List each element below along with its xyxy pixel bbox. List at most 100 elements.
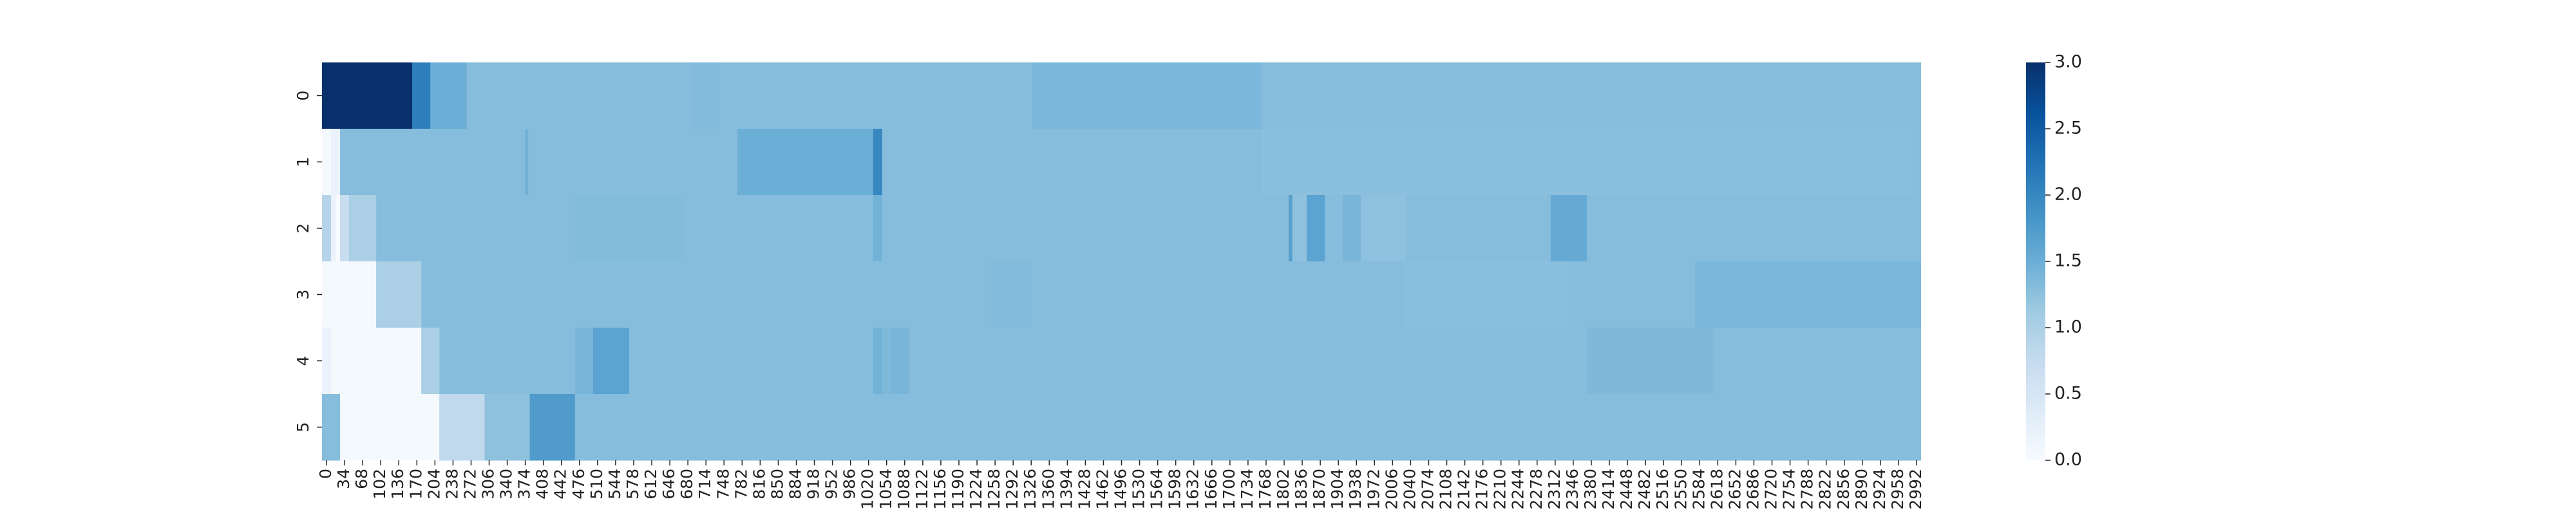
- colorbar-tick-label: 1.0: [2054, 317, 2082, 337]
- y-tick-label: 0: [294, 91, 312, 101]
- x-tick-label: 510: [587, 469, 606, 500]
- x-tick-label: 2856: [1834, 469, 1853, 510]
- x-tick-label: 68: [352, 469, 371, 489]
- heatmap-cells: [322, 62, 1921, 461]
- x-tick-label: 340: [497, 469, 516, 500]
- x-tick-label: 306: [479, 469, 498, 500]
- x-tick-label: 1836: [1292, 469, 1311, 510]
- x-tick-label: 2686: [1743, 469, 1762, 510]
- heatmap-cell-row-5-2: [439, 394, 485, 461]
- x-tick-label: 2652: [1725, 469, 1744, 510]
- x-tick-label: 1326: [1021, 469, 1039, 510]
- heatmap-cell-row-0-1: [412, 62, 431, 129]
- heatmap-row-5-base: [322, 394, 1921, 461]
- x-tick-label: 2618: [1707, 469, 1726, 510]
- y-tick-label: 3: [294, 290, 312, 300]
- x-tick-label: 2074: [1418, 469, 1437, 510]
- heatmap-cell-row-5-3: [484, 394, 530, 461]
- x-tick-label: 2040: [1400, 469, 1419, 510]
- x-tick-label: 476: [569, 469, 588, 500]
- heatmap-cell-row-4-8: [909, 328, 982, 395]
- heatmap-row-2-base: [322, 195, 1921, 262]
- colorbar-ticks: 0.0 0.5 1.0 1.5 2.0 2.5 3.0: [2045, 52, 2082, 470]
- x-tick-label: 1904: [1328, 469, 1347, 510]
- x-tick-label: 374: [515, 469, 534, 500]
- heatmap-cell-row-0-0: [322, 62, 413, 129]
- x-tick-label: 2142: [1455, 469, 1473, 510]
- heatmap-cell-row-5-4: [529, 394, 575, 461]
- x-tick-label: 1088: [895, 469, 913, 510]
- x-tick-label: 2448: [1617, 469, 1636, 510]
- heatmap-cell-row-2-5: [574, 195, 684, 262]
- x-tick-label: 1496: [1112, 469, 1130, 510]
- heatmap-cell-row-3-2: [990, 261, 1032, 328]
- x-tick-label: 952: [822, 469, 841, 500]
- x-tick-label: 1122: [913, 469, 931, 510]
- x-tick-label: 1530: [1130, 469, 1148, 510]
- x-tick-label: 238: [442, 469, 461, 500]
- heatmap-cell-row-2-7: [1289, 195, 1293, 262]
- x-tick-label: 884: [786, 469, 804, 500]
- x-tick-label: 272: [460, 469, 479, 500]
- heatmap-cell-row-0-3: [692, 62, 720, 129]
- x-tick-label: 2006: [1382, 469, 1401, 510]
- x-tick-label: 918: [804, 469, 823, 500]
- x-tick-label: 748: [714, 469, 732, 500]
- heatmap-cell-row-4-3: [574, 328, 593, 395]
- heatmap-cell-row-2-3: [340, 195, 350, 262]
- heatmap-cell-row-5-0: [322, 394, 341, 461]
- x-tick-label: 2958: [1888, 469, 1907, 510]
- x-tick-label: 1054: [876, 469, 895, 510]
- x-tick-label: 986: [840, 469, 859, 500]
- x-tick-label: 1972: [1364, 469, 1383, 510]
- x-tick-label: 1156: [931, 469, 949, 510]
- x-tick-label: 2176: [1473, 469, 1492, 510]
- x-tick-label: 2244: [1509, 469, 1528, 510]
- x-tick-label: 1564: [1148, 469, 1166, 510]
- x-tick-label: 2482: [1635, 469, 1654, 510]
- x-tick-label: 680: [677, 469, 696, 500]
- x-tick-label: 578: [623, 469, 642, 500]
- heatmap-cell-row-4-4: [592, 328, 629, 395]
- x-tick-label: 34: [334, 469, 353, 489]
- x-tick-label: 1020: [858, 469, 877, 510]
- heatmap-cell-row-3-1: [376, 261, 422, 328]
- x-tick-label: 2754: [1780, 469, 1799, 510]
- x-tick-label: 544: [605, 469, 624, 500]
- x-tick-label: 102: [370, 469, 389, 500]
- heatmap-cell-row-1-2: [525, 129, 529, 196]
- x-tick-label: 2788: [1798, 469, 1817, 510]
- heatmap-cell-row-4-5: [873, 328, 882, 395]
- x-tick-label: 2992: [1906, 469, 1925, 510]
- x-tick-label: 850: [768, 469, 786, 500]
- x-tick-label: 2108: [1437, 469, 1455, 510]
- x-tick-label: 2890: [1852, 469, 1871, 510]
- colorbar: 0.0 0.5 1.0 1.5 2.0 2.5 3.0: [2026, 52, 2082, 470]
- x-tick-label: 1258: [985, 469, 1003, 510]
- x-tick-label: 136: [388, 469, 407, 500]
- heatmap-row-3-base: [322, 261, 1921, 328]
- x-tick-label: 2516: [1653, 469, 1672, 510]
- x-axis-ticks: 0 34 68 102 136 170 204 238 272 306 340 374 408 442 47…: [316, 460, 1925, 510]
- x-tick-label: 2312: [1545, 469, 1564, 510]
- heatmap-cell-row-2-12: [1361, 195, 1406, 262]
- x-tick-label: 646: [659, 469, 678, 500]
- x-tick-label: 714: [696, 469, 714, 500]
- x-tick-label: 408: [533, 469, 552, 500]
- heatmap-cell-row-2-6: [873, 195, 882, 262]
- y-axis-ticks: 0 1 2 3 4 5: [294, 91, 322, 432]
- heatmap-cell-row-3-4: [1695, 261, 1921, 328]
- heatmap-cell-row-2-4: [349, 195, 377, 262]
- x-tick-label: 1870: [1310, 469, 1329, 510]
- heatmap-cell-row-4-9: [1586, 328, 1714, 395]
- y-tick-label: 1: [294, 157, 312, 167]
- y-tick-label: 2: [294, 223, 312, 234]
- x-tick-label: 1666: [1202, 469, 1220, 510]
- heatmap-cell-row-2-11: [1343, 195, 1361, 262]
- heatmap-cell-row-1-0: [322, 129, 332, 196]
- x-tick-label: 1802: [1274, 469, 1293, 510]
- x-tick-label: 1428: [1075, 469, 1094, 510]
- colorbar-tick-label: 0.0: [2054, 450, 2082, 470]
- x-tick-label: 2550: [1671, 469, 1690, 510]
